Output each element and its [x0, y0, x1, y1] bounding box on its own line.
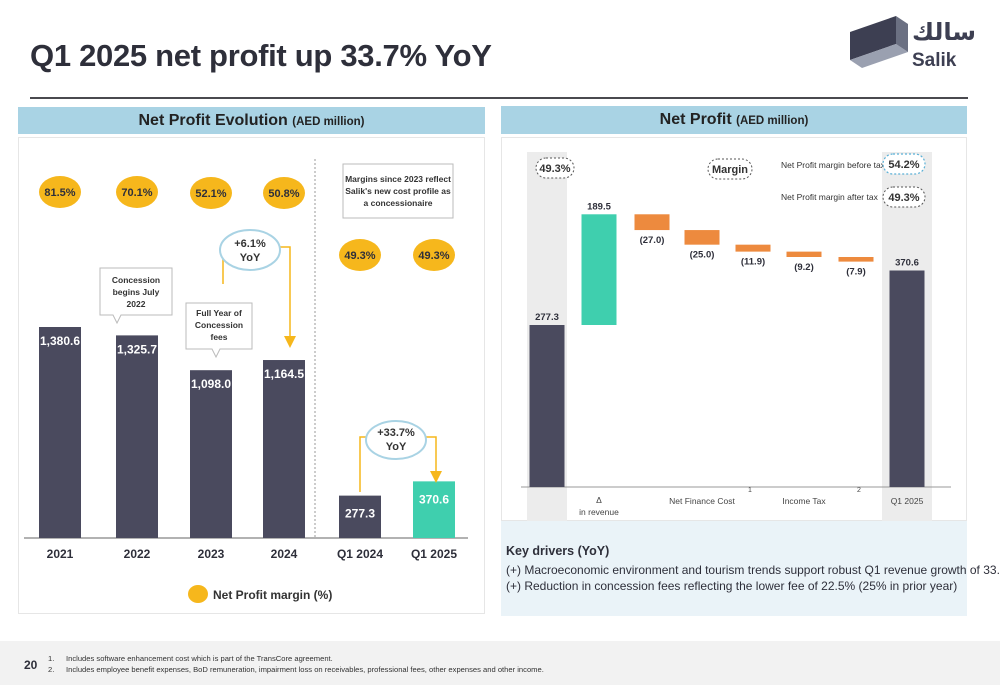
- waterfall-bar: [634, 214, 670, 231]
- page-number: 20: [24, 658, 38, 672]
- before-tax-label: Net Profit margin before tax: [781, 160, 886, 170]
- right-panel-unit: (AED million): [736, 115, 809, 127]
- key-drivers-box: Key drivers (YoY) (+) Macroeconomic envi…: [501, 521, 1000, 616]
- callout-full-year: Full Year of Concession fees: [185, 302, 253, 359]
- margin-legend-badge: [707, 158, 753, 180]
- callout-margins-note: Margins since 2023 reflect Salik's new co…: [342, 163, 454, 219]
- x-tick-label: 2022: [124, 547, 151, 561]
- margin-bubble: [116, 176, 158, 208]
- margin-label: 49.3%: [344, 250, 375, 262]
- margin-bubble: [339, 239, 381, 271]
- right-panel: [501, 137, 967, 521]
- net-profit-evolution-chart: 1,380.6 1,325.7 1,098.0 1,164.5 277.3 370.6 8…: [24, 159, 468, 603]
- bar-2024: [263, 360, 305, 538]
- footnote-marker: 2: [857, 487, 861, 494]
- x-tick-label: Q1 2024: [337, 547, 383, 561]
- before-tax-badge: [882, 153, 926, 175]
- callout-concession: Concession begins July 2022: [99, 267, 173, 325]
- left-panel-header: Net Profit Evolution (AED million): [18, 107, 485, 134]
- yoy-q1-label: YoY: [386, 441, 407, 453]
- x-tick-label: 2021: [47, 547, 74, 561]
- after-tax-value: 49.3%: [888, 192, 919, 204]
- waterfall-bar: [581, 214, 617, 325]
- start-margin-value: 49.3%: [539, 163, 570, 175]
- footnote-1: 1. Includes software enhancement cost whi…: [48, 654, 333, 663]
- x-tick-label: Q1 2025: [411, 547, 457, 561]
- after-tax-label: Net Profit margin after tax: [781, 192, 879, 202]
- margin-bubble: [413, 239, 455, 271]
- waterfall-value-label: (11.9): [741, 257, 765, 268]
- margin-label: 81.5%: [44, 187, 75, 199]
- page-title: Q1 2025 net profit up 33.7% YoY: [30, 38, 492, 73]
- yoy-2024-label: YoY: [240, 252, 261, 264]
- x-tick-label: Q1 2025: [891, 496, 924, 506]
- bar-value-label: 1,098.0: [191, 377, 231, 391]
- bar-2022: [116, 335, 158, 538]
- yoy-2024-value: +6.1%: [234, 238, 266, 250]
- bar-value-label: 1,325.7: [117, 342, 157, 356]
- waterfall-bar: [529, 325, 565, 487]
- waterfall-bar: [786, 251, 822, 257]
- start-margin-badge: [535, 157, 575, 179]
- margin-label: 49.3%: [418, 250, 449, 262]
- logo-arabic-wordmark: سالك: [912, 18, 976, 46]
- key-driver-line: (+) Macroeconomic environment and touris…: [506, 563, 1000, 577]
- bar-q1-2024: [339, 495, 381, 538]
- legend-swatch: [188, 585, 208, 603]
- left-panel-unit: (AED million): [292, 116, 365, 128]
- left-panel-title: Net Profit Evolution: [138, 112, 288, 129]
- x-tick-label: Net Finance Cost: [669, 496, 735, 506]
- waterfall-value-label: 189.5: [587, 201, 611, 212]
- waterfall-value-label: (9.2): [794, 262, 814, 273]
- bar-2021: [39, 327, 81, 538]
- waterfall-bar: [735, 244, 771, 252]
- right-panel-header: Net Profit (AED million): [501, 106, 967, 134]
- key-driver-line: (+) Reduction in concession fees reflect…: [506, 579, 958, 593]
- bar-q1-2025: [413, 481, 455, 538]
- bar-value-label: 277.3: [345, 507, 375, 521]
- x-tick-label: Income Tax: [782, 496, 826, 506]
- x-tick-label: 2024: [271, 547, 298, 561]
- bar-value-label: 1,380.6: [40, 334, 80, 348]
- net-profit-waterfall-chart: 277.3 189.5 (27.0) (25.0) (11.9) (9.2) (7.9) 37…: [521, 152, 951, 543]
- waterfall-value-label: 370.6: [895, 257, 919, 268]
- yoy-q1-badge: [365, 420, 427, 460]
- margin-label: 50.8%: [268, 188, 299, 200]
- left-panel: [18, 137, 485, 614]
- margin-bubble: [39, 176, 81, 208]
- key-drivers-heading: Key drivers (YoY): [506, 544, 610, 558]
- after-tax-badge: [882, 186, 926, 208]
- yoy-q1-value: +33.7%: [377, 427, 415, 439]
- margin-bubble: [263, 177, 305, 209]
- margin-label: 70.1%: [121, 187, 152, 199]
- bar-value-label: 1,164.5: [264, 367, 304, 381]
- waterfall-bar: [838, 256, 874, 262]
- salik-logo-icon: [850, 16, 908, 68]
- x-tick-label: 2023: [198, 547, 225, 561]
- title-divider: [30, 97, 968, 99]
- yoy-2024-badge: [219, 229, 281, 271]
- margin-legend-label: Margin: [712, 164, 748, 176]
- footer: 20 1. Includes software enhancement cost …: [0, 641, 1000, 685]
- bar-2023: [190, 370, 232, 538]
- legend-label: Net Profit margin (%): [213, 588, 332, 602]
- footnote-marker: 1: [748, 487, 752, 494]
- margin-bubble: [190, 177, 232, 209]
- waterfall-value-label: (27.0): [640, 235, 665, 246]
- waterfall-value-label: 277.3: [535, 312, 559, 323]
- logo-wordmark: Salik: [912, 50, 957, 71]
- waterfall-value-label: (25.0): [690, 250, 715, 261]
- footnote-2: 2. Includes employee benefit expenses, Bo…: [48, 665, 544, 674]
- waterfall-bar: [684, 230, 720, 245]
- waterfall-bar: [889, 270, 925, 487]
- bar-value-label: 370.6: [419, 492, 449, 506]
- before-tax-value: 54.2%: [888, 159, 919, 171]
- right-panel-title: Net Profit: [659, 111, 732, 128]
- waterfall-value-label: (7.9): [846, 267, 866, 278]
- margin-label: 52.1%: [195, 188, 226, 200]
